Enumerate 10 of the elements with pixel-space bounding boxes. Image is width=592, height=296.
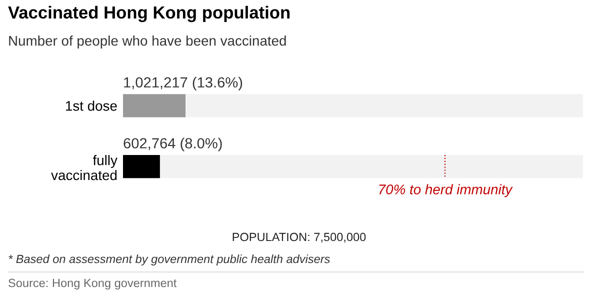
- chart-subtitle: Number of people who have been vaccinated: [9, 36, 286, 48]
- source-note: Source: Hong Kong government: [8, 278, 177, 290]
- chart-title: Vaccinated Hong Kong population: [8, 6, 290, 22]
- y-tick-label: 1st dose: [66, 100, 117, 111]
- ref-line-label: 70% to herd immunity: [379, 184, 513, 198]
- data-label: 1,021,217 (13.6%): [124, 76, 242, 90]
- text: POPULATION: 7,500,000: [232, 232, 366, 243]
- y-tick-label: fully vaccinated: [51, 155, 118, 180]
- data-label: 602,764 (8.0%): [124, 138, 222, 152]
- text: * Based on assessment by government public health advisers: [8, 254, 330, 266]
